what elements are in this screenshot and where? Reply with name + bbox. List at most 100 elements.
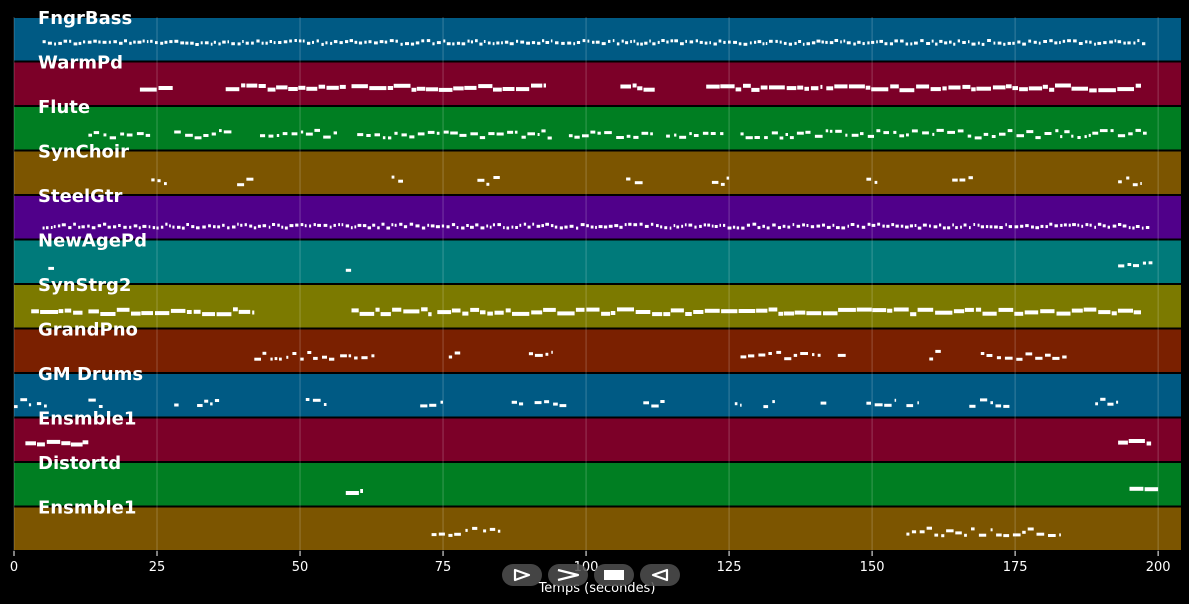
note-mark (1122, 224, 1127, 228)
note-mark (461, 226, 465, 230)
rewind-button[interactable] (640, 564, 680, 586)
note-mark (785, 133, 788, 136)
note-mark (169, 40, 173, 44)
note-mark (441, 224, 445, 228)
note-mark (582, 39, 586, 43)
note-mark (574, 135, 580, 139)
note-mark (947, 226, 951, 230)
note-mark (251, 41, 254, 45)
note-mark (70, 442, 83, 447)
note-mark (483, 529, 487, 533)
note-mark (276, 134, 280, 137)
note-mark (1003, 42, 1006, 46)
note-mark (754, 40, 757, 44)
note-mark (421, 307, 428, 312)
note-mark (936, 128, 944, 132)
note-mark (47, 41, 52, 45)
note-mark (778, 311, 783, 316)
note-mark (998, 307, 1014, 312)
note-mark (240, 223, 243, 227)
note-mark (893, 130, 897, 134)
note-mark (470, 225, 474, 229)
play-button[interactable] (502, 564, 542, 586)
note-mark (265, 41, 268, 45)
note-mark (289, 39, 292, 43)
note-mark (1123, 41, 1126, 45)
note-mark (980, 398, 988, 402)
note-mark (409, 135, 415, 139)
note-mark (69, 39, 72, 43)
note-mark (969, 226, 971, 230)
note-mark (843, 39, 846, 43)
note-mark (676, 225, 680, 229)
note-mark (900, 224, 904, 228)
note-mark (740, 132, 744, 136)
note-mark (470, 40, 473, 44)
track-label: Flute (38, 97, 90, 118)
note-mark (1078, 42, 1083, 45)
note-mark (762, 224, 765, 228)
fast-forward-button[interactable] (548, 564, 588, 586)
note-mark (652, 42, 656, 46)
note-mark (155, 41, 158, 45)
note-mark (555, 41, 559, 45)
note-mark (68, 226, 72, 230)
note-mark (543, 83, 546, 88)
note-mark (939, 39, 943, 43)
x-tick-label: 0 (10, 560, 18, 575)
note-mark (1060, 223, 1063, 227)
note-mark (704, 41, 708, 45)
note-mark (139, 87, 157, 92)
note-mark (339, 41, 343, 45)
note-mark (857, 40, 861, 44)
note-mark (1112, 224, 1117, 228)
note-mark (707, 223, 711, 227)
note-mark (233, 307, 238, 312)
note-mark (968, 40, 970, 44)
note-mark (981, 42, 985, 46)
note-mark (368, 40, 372, 44)
note-mark (714, 225, 718, 228)
note-mark (83, 40, 86, 44)
note-mark (783, 311, 795, 316)
note-mark (624, 223, 627, 227)
note-mark (292, 352, 297, 355)
note-mark (616, 136, 624, 139)
note-mark (129, 225, 132, 229)
note-mark (884, 42, 888, 46)
note-mark (93, 39, 97, 43)
stop-button[interactable] (594, 564, 634, 586)
note-mark (151, 178, 155, 182)
note-mark (78, 225, 81, 229)
note-mark (980, 225, 984, 229)
note-mark (300, 357, 304, 361)
note-mark (576, 226, 579, 230)
note-mark (119, 41, 123, 45)
note-mark (165, 222, 168, 226)
note-mark (816, 39, 821, 43)
note-mark (160, 41, 164, 45)
note-mark (544, 400, 550, 404)
note-mark (586, 307, 600, 312)
note-mark (202, 312, 215, 317)
note-mark (964, 307, 974, 312)
note-mark (1107, 402, 1114, 406)
note-mark (475, 39, 478, 43)
note-mark (429, 403, 437, 407)
note-mark (185, 41, 189, 45)
note-mark (964, 533, 967, 537)
note-mark (464, 85, 477, 90)
playback-controls (502, 564, 680, 586)
note-mark (1118, 223, 1122, 226)
note-mark (427, 130, 435, 134)
note-mark (861, 225, 866, 229)
note-mark (957, 129, 964, 133)
note-mark (20, 398, 28, 402)
note-mark (732, 225, 736, 229)
note-mark (590, 225, 594, 229)
note-mark (426, 39, 431, 43)
note-mark (568, 134, 573, 138)
note-mark (587, 39, 590, 43)
note-mark (40, 310, 59, 314)
note-mark (436, 41, 441, 45)
